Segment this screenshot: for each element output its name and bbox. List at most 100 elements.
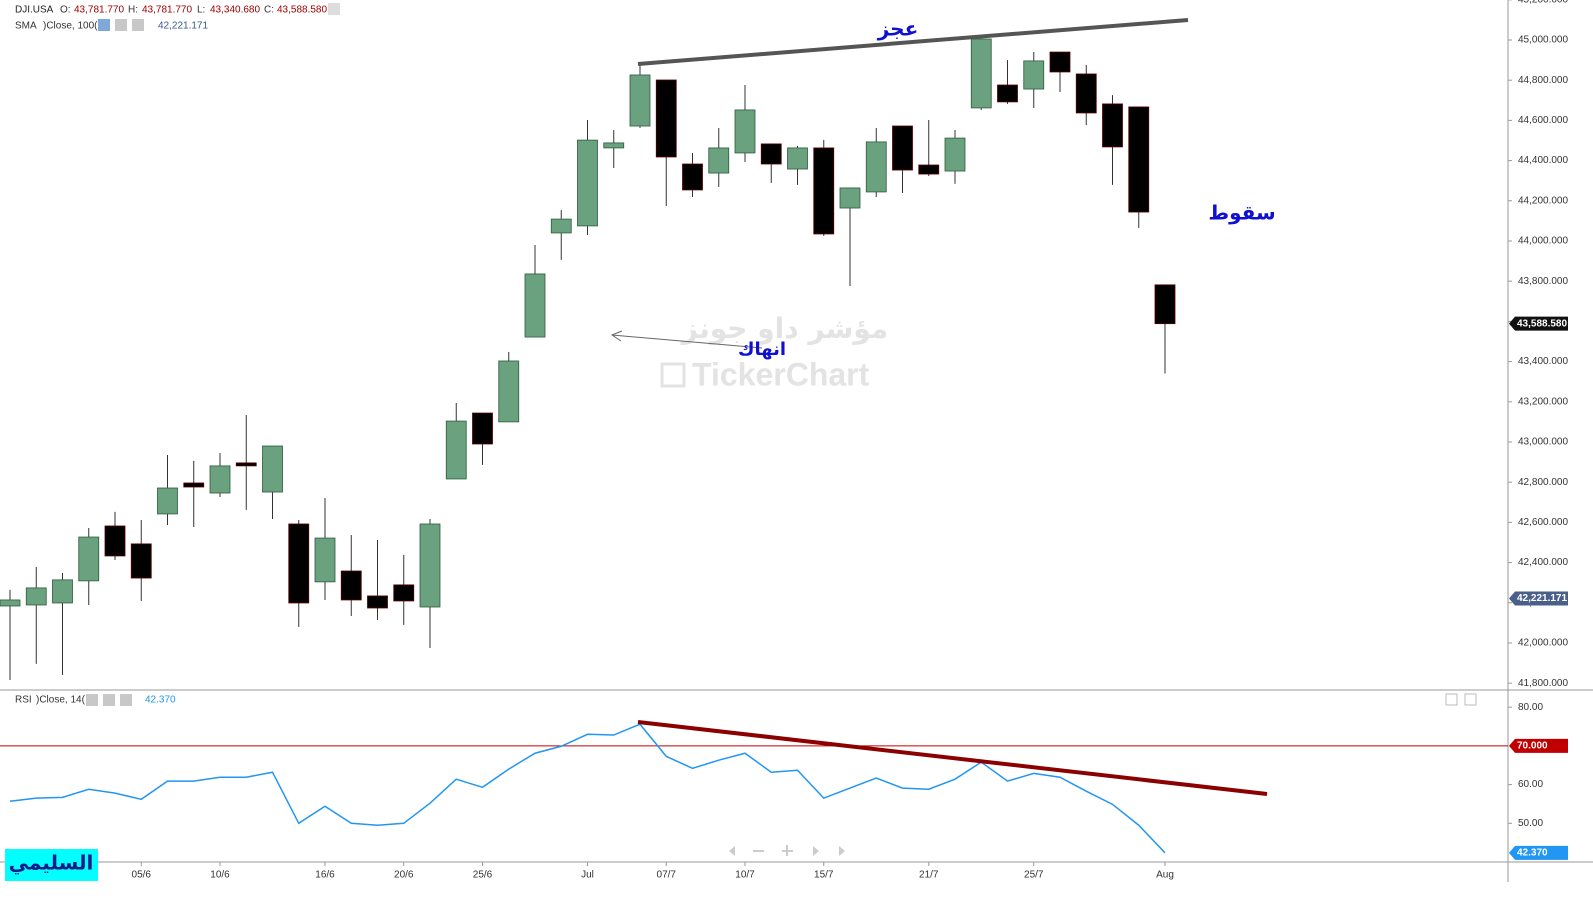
price-tag-label: 42,221.171 (1517, 593, 1567, 604)
candle-body (708, 147, 730, 174)
quote-name: L: (197, 5, 205, 16)
candle-body (472, 412, 493, 445)
candle-body (183, 482, 205, 488)
candle-body (1102, 103, 1123, 148)
y-tick-label: 43,800.000 (1518, 276, 1568, 287)
zoom-out[interactable] (753, 850, 764, 852)
quote-value: 43,340.680 (210, 5, 260, 16)
candle-body (550, 218, 572, 234)
y-tick-label: 60.00 (1518, 779, 1543, 790)
candle-body (787, 147, 808, 170)
watermark-brand: TickerChart (692, 356, 870, 392)
y-tick-label: 45,000.000 (1518, 35, 1568, 46)
quote-name: O: (60, 5, 71, 16)
candle-body (1049, 51, 1071, 73)
author-box (5, 849, 98, 881)
y-tick-label: 44,800.000 (1518, 75, 1568, 86)
close-button[interactable] (120, 694, 132, 706)
candle-body (1154, 284, 1176, 325)
candle-body (340, 570, 362, 601)
candle-body (104, 525, 126, 557)
candle-body (629, 74, 651, 127)
indicator-name: SMA (15, 21, 37, 32)
close-panel-button[interactable] (1464, 693, 1477, 706)
candle-body (445, 420, 467, 480)
x-tick-label: 10/7 (735, 870, 755, 881)
settings-button[interactable] (103, 694, 115, 706)
scroll-end[interactable] (839, 846, 845, 856)
candle-body (524, 273, 546, 338)
scroll-left[interactable] (729, 846, 735, 856)
indicator-value: 42,221.171 (158, 21, 208, 32)
candle-body (419, 523, 441, 608)
candle-body (760, 143, 782, 165)
watermark-icon (660, 362, 686, 388)
y-tick-label: 45,200.000 (1518, 0, 1568, 5)
candle-body (577, 139, 598, 227)
y-tick-label: 42,800.000 (1518, 477, 1568, 488)
x-tick-label: 16/6 (315, 870, 335, 881)
price-tag-label: 43,588.580 (1517, 318, 1567, 329)
candle-body (603, 142, 625, 149)
indicator-name: RSI (15, 695, 32, 706)
candle-body (682, 163, 703, 191)
y-tick-label: 44,400.000 (1518, 155, 1568, 166)
y-tick-label: 43,200.000 (1518, 396, 1568, 407)
author: السليمي (9, 851, 94, 876)
candle-body (262, 445, 283, 493)
candle-body (314, 537, 336, 583)
y-tick-label: 43,000.000 (1518, 437, 1568, 448)
y-tick-label: 80.00 (1518, 702, 1543, 713)
settings-button[interactable] (115, 19, 127, 31)
indicator-value: 42.370 (145, 695, 176, 706)
price-tag (1509, 845, 1568, 860)
x-tick-label: 05/6 (132, 870, 152, 881)
y-tick-label: 42,400.000 (1518, 557, 1568, 568)
x-tick-label: 20/6 (394, 870, 414, 881)
candle-body (892, 125, 913, 171)
candle-body (997, 84, 1018, 103)
trend-line (637, 18, 1189, 66)
indicator-params: )Close, 14( (36, 695, 86, 706)
arrow-head (610, 330, 623, 342)
zoom-in-bar (786, 845, 788, 856)
x-tick-label: Jul (581, 870, 594, 881)
visibility-button[interactable] (98, 19, 110, 31)
x-tick-label: 21/7 (919, 870, 939, 881)
x-tick-label: 10/6 (210, 870, 230, 881)
quote-name: H: (128, 5, 138, 16)
close-button[interactable] (132, 19, 144, 31)
quote-value: 43,781.770 (74, 5, 124, 16)
y-tick-label: 44,600.000 (1518, 115, 1568, 126)
candle-body (1023, 60, 1045, 90)
candle-body (944, 137, 966, 172)
quote-value: 43,781.770 (142, 5, 192, 16)
x-tick-label: 07/7 (657, 870, 677, 881)
candle-body (1128, 106, 1150, 213)
x-tick-label: Aug (1156, 870, 1174, 881)
menu-button[interactable] (328, 3, 340, 15)
price-tag-label: 70.000 (1517, 741, 1548, 752)
candle-body (52, 579, 73, 604)
x-tick-label: 15/7 (814, 870, 834, 881)
candle-body (78, 536, 100, 582)
y-tick-label: 44,200.000 (1518, 195, 1568, 206)
y-tick-label: 50.00 (1518, 818, 1543, 829)
candle-body (1075, 73, 1097, 114)
candle-body (367, 595, 388, 609)
candle-body (865, 141, 887, 193)
x-tick-label: 25/6 (473, 870, 493, 881)
y-tick-label: 44,000.000 (1518, 236, 1568, 247)
scroll-right[interactable] (813, 846, 819, 856)
arrow-line (611, 334, 763, 349)
price-tag (1509, 738, 1568, 753)
rsi-trend-line (637, 720, 1268, 796)
watermark-arabic: مؤشر داو جونز (680, 312, 888, 345)
quote-name: C: (264, 5, 274, 16)
price-tag (1509, 316, 1568, 331)
y-tick-label: 42,600.000 (1518, 517, 1568, 528)
maximize-button[interactable] (1445, 693, 1458, 706)
visibility-button[interactable] (86, 694, 98, 706)
indicator-params: )Close, 100( (43, 21, 98, 32)
